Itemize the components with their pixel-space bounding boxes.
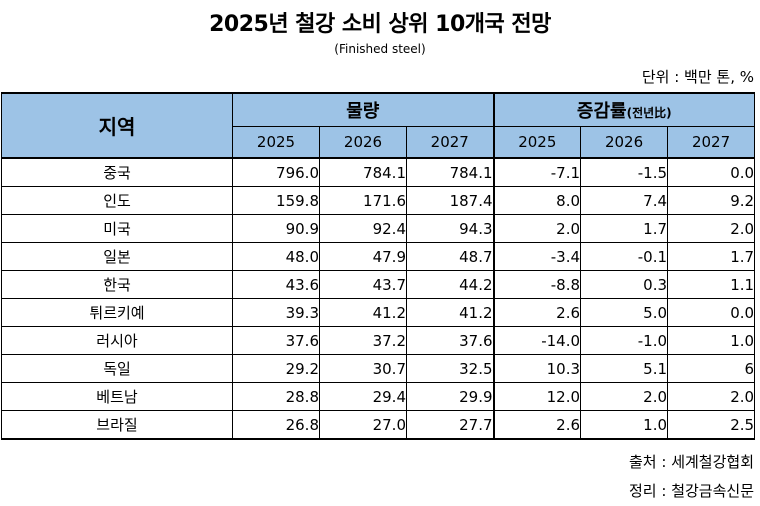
table-row: 일본 48.0 47.9 48.7 -3.4 -0.1 1.7 [1, 242, 756, 271]
volume-cell: 29.2 [232, 354, 320, 383]
volume-cell: 37.6 [405, 326, 495, 355]
change-cell: 2.0 [492, 214, 582, 243]
change-cell: 2.6 [492, 410, 582, 440]
header-change-suffix: (전년比) [626, 106, 672, 120]
volume-cell: 32.5 [405, 354, 495, 383]
change-cell: 1.7 [667, 242, 756, 271]
header-change-label: 증감률 [576, 101, 627, 122]
change-cell: 0.0 [667, 298, 756, 327]
page-subtitle: (Finished steel) [334, 42, 426, 56]
change-cell: -14.0 [492, 326, 582, 355]
header-change-year: 2026 [580, 126, 669, 159]
change-cell: -1.5 [580, 157, 669, 187]
table-row: 인도 159.8 171.6 187.4 8.0 7.4 9.2 [1, 186, 756, 215]
region-cell: 중국 [1, 157, 233, 187]
volume-cell: 171.6 [319, 186, 407, 215]
change-cell: 5.0 [580, 298, 669, 327]
volume-cell: 796.0 [232, 157, 320, 187]
steel-consumption-table: 지역 물량 증감률(전년比) 2025 2026 2027 2025 2026 … [1, 92, 756, 440]
header-change-year: 2025 [492, 126, 582, 159]
volume-cell: 30.7 [319, 354, 407, 383]
header-change: 증감률(전년比) [492, 92, 756, 127]
change-cell: 0.0 [667, 157, 756, 187]
region-cell: 베트남 [1, 382, 233, 411]
change-cell: -3.4 [492, 242, 582, 271]
volume-cell: 39.3 [232, 298, 320, 327]
region-cell: 브라질 [1, 410, 233, 440]
change-cell: -0.1 [580, 242, 669, 271]
volume-cell: 48.7 [405, 242, 495, 271]
volume-cell: 47.9 [319, 242, 407, 271]
volume-cell: 44.2 [405, 270, 495, 299]
volume-cell: 784.1 [319, 157, 407, 187]
table-row: 튀르키예 39.3 41.2 41.2 2.6 5.0 0.0 [1, 298, 756, 327]
volume-cell: 26.8 [232, 410, 320, 440]
region-cell: 일본 [1, 242, 233, 271]
change-cell: 7.4 [580, 186, 669, 215]
change-cell: 5.1 [580, 354, 669, 383]
table-row: 한국 43.6 43.7 44.2 -8.8 0.3 1.1 [1, 270, 756, 299]
region-cell: 러시아 [1, 326, 233, 355]
change-cell: 2.6 [492, 298, 582, 327]
change-cell: 8.0 [492, 186, 582, 215]
volume-cell: 784.1 [405, 157, 495, 187]
change-cell: 2.0 [667, 214, 756, 243]
change-cell: 6 [667, 354, 756, 383]
volume-cell: 41.2 [405, 298, 495, 327]
header-volume-year: 2027 [405, 126, 495, 159]
header-region: 지역 [1, 92, 233, 159]
volume-cell: 41.2 [319, 298, 407, 327]
change-cell: 10.3 [492, 354, 582, 383]
volume-cell: 37.2 [319, 326, 407, 355]
change-cell: -1.0 [580, 326, 669, 355]
change-cell: -7.1 [492, 157, 582, 187]
volume-cell: 159.8 [232, 186, 320, 215]
volume-cell: 27.0 [319, 410, 407, 440]
header-volume-year: 2025 [232, 126, 320, 159]
volume-cell: 94.3 [405, 214, 495, 243]
volume-cell: 43.7 [319, 270, 407, 299]
region-cell: 미국 [1, 214, 233, 243]
region-cell: 인도 [1, 186, 233, 215]
volume-cell: 43.6 [232, 270, 320, 299]
change-cell: 12.0 [492, 382, 582, 411]
table-row: 베트남 28.8 29.4 29.9 12.0 2.0 2.0 [1, 382, 756, 411]
volume-cell: 187.4 [405, 186, 495, 215]
table-row: 브라질 26.8 27.0 27.7 2.6 1.0 2.5 [1, 410, 756, 440]
change-cell: 2.0 [667, 382, 756, 411]
source-note: 출처 : 세계철강협회 [629, 453, 754, 471]
volume-cell: 29.9 [405, 382, 495, 411]
table-row: 중국 796.0 784.1 784.1 -7.1 -1.5 0.0 [1, 157, 756, 187]
header-volume-year: 2026 [319, 126, 407, 159]
volume-cell: 28.8 [232, 382, 320, 411]
change-cell: 0.3 [580, 270, 669, 299]
header-change-year: 2027 [667, 126, 756, 159]
editor-note: 정리 : 철강금속신문 [629, 482, 754, 500]
volume-cell: 37.6 [232, 326, 320, 355]
page-title: 2025년 철강 소비 상위 10개국 전망 [209, 12, 551, 37]
volume-cell: 92.4 [319, 214, 407, 243]
table-row: 독일 29.2 30.7 32.5 10.3 5.1 6 [1, 354, 756, 383]
unit-label: 단위 : 백만 톤, % [641, 68, 754, 86]
table-row: 러시아 37.6 37.2 37.6 -14.0 -1.0 1.0 [1, 326, 756, 355]
region-cell: 한국 [1, 270, 233, 299]
change-cell: 1.0 [580, 410, 669, 440]
change-cell: -8.8 [492, 270, 582, 299]
change-cell: 1.1 [667, 270, 756, 299]
table-row: 미국 90.9 92.4 94.3 2.0 1.7 2.0 [1, 214, 756, 243]
region-cell: 튀르키예 [1, 298, 233, 327]
volume-cell: 27.7 [405, 410, 495, 440]
change-cell: 2.0 [580, 382, 669, 411]
region-cell: 독일 [1, 354, 233, 383]
volume-cell: 29.4 [319, 382, 407, 411]
header-volume: 물량 [231, 92, 495, 127]
change-cell: 2.5 [667, 410, 756, 440]
volume-cell: 90.9 [232, 214, 320, 243]
change-cell: 9.2 [667, 186, 756, 215]
change-cell: 1.0 [667, 326, 756, 355]
change-cell: 1.7 [580, 214, 669, 243]
volume-cell: 48.0 [232, 242, 320, 271]
